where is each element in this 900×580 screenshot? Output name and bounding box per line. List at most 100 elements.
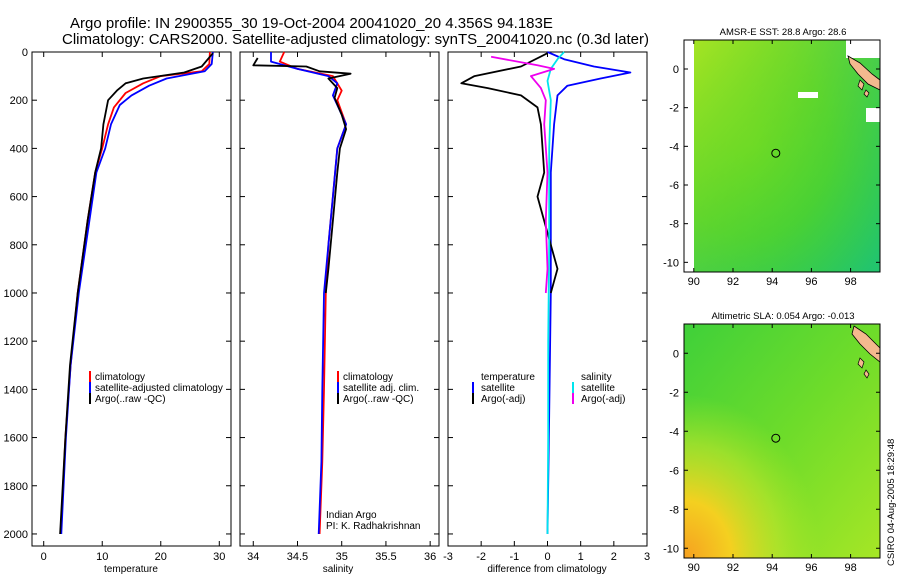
x-tick-label: 10 <box>96 551 108 563</box>
map-y-tick-label: -8 <box>669 504 679 516</box>
figure-title-line2: Climatology: CARS2000. Satellite-adjuste… <box>62 31 649 48</box>
sla-warm-overlay <box>684 324 880 558</box>
difference-lines <box>460 51 632 535</box>
salinity-panel: 34 34.5 35 35.5 36 salinity climatology sate… <box>239 51 440 575</box>
y-tick-label: 1400 <box>4 384 28 396</box>
map-y-tick-label: 0 <box>673 64 679 76</box>
map-y-tick-label: -8 <box>669 219 679 231</box>
sla-argo-marker <box>771 433 781 443</box>
map-y-tick-label: -10 <box>663 257 679 269</box>
map-x-tick-label: 92 <box>727 562 739 574</box>
temperature-axis-label: temperature <box>104 564 158 575</box>
sst-gap-3 <box>846 40 880 58</box>
pi-annotation-line1: Indian Argo <box>326 510 377 521</box>
sla-land-island2 <box>863 369 870 379</box>
pi-annotation-line2: PI: K. Radhakrishnan <box>326 521 421 532</box>
legend-temperature-title: temperature <box>481 372 535 383</box>
temperature-x-ticks: 0 10 20 30 <box>41 52 225 563</box>
temperature-lines <box>59 51 214 535</box>
difference-x-ticks: -3 -2 -1 0 1 2 3 <box>443 52 650 563</box>
x-tick-label: 36 <box>424 551 436 563</box>
sst-land-island <box>857 79 865 91</box>
map-x-tick-label: 98 <box>844 562 856 574</box>
temperature-plot-frame <box>31 51 232 547</box>
series-line <box>546 51 632 535</box>
series-line <box>546 51 565 535</box>
map-x-tick-label: 94 <box>766 276 778 288</box>
salinity-plot-frame <box>239 51 440 547</box>
sst-white-band <box>684 40 694 272</box>
difference-axis-label: difference from climatology <box>487 564 606 575</box>
sla-map-panel: Altimetric SLA: 0.054 Argo: -0.013 90 92 9… <box>663 311 881 574</box>
map-y-tick-label: -2 <box>669 387 679 399</box>
series-line <box>460 52 559 294</box>
legend-argo: Argo(..raw -QC) <box>95 394 166 405</box>
figure-title-line1: Argo profile: IN 2900355_30 19-Oct-2004 … <box>70 15 553 32</box>
salinity-x-ticks: 34 34.5 35 35.5 36 <box>247 52 436 563</box>
difference-legend: temperature satellite Argo(-adj) salinit… <box>472 372 625 405</box>
x-tick-label: 0 <box>41 551 47 563</box>
x-tick-label: 0 <box>544 551 550 563</box>
x-tick-label: 35.5 <box>375 551 396 563</box>
x-tick-label: 20 <box>155 551 167 563</box>
legend-temp-satellite: satellite <box>481 383 515 394</box>
x-tick-label: 3 <box>644 551 650 563</box>
map-y-tick-label: -4 <box>669 141 679 153</box>
x-tick-label: 2 <box>611 551 617 563</box>
legend-sal-argo: Argo(..raw -QC) <box>343 394 414 405</box>
y-tick-label: 2000 <box>4 529 28 541</box>
sst-x-ticks: 90 92 94 96 98 <box>688 40 857 288</box>
x-tick-label: 1 <box>578 551 584 563</box>
salinity-y-ticks <box>240 51 439 535</box>
sst-warm-overlay <box>684 40 880 272</box>
legend-satellite-adjusted: satellite-adjusted climatology <box>95 383 223 394</box>
x-tick-label: 30 <box>213 551 225 563</box>
x-tick-label: 34 <box>247 551 259 563</box>
map-x-tick-label: 90 <box>688 276 700 288</box>
sla-map-title: Altimetric SLA: 0.054 Argo: -0.013 <box>711 311 854 322</box>
x-tick-label: -1 <box>509 551 519 563</box>
sla-x-ticks: 90 92 94 96 98 <box>688 324 857 574</box>
sst-argo-marker <box>771 148 781 158</box>
y-tick-label: 400 <box>10 143 28 155</box>
temperature-legend: climatology satellite-adjusted climatolo… <box>89 371 223 405</box>
sst-map-title: AMSR-E SST: 28.8 Argo: 28.6 <box>720 27 847 38</box>
sst-map-panel: AMSR-E SST: 28.8 Argo: 28.6 90 92 94 96 98 0… <box>663 27 881 288</box>
map-x-tick-label: 98 <box>844 276 856 288</box>
series-line <box>59 52 214 535</box>
y-tick-label: 1800 <box>4 481 28 493</box>
sst-gap-1 <box>798 92 818 98</box>
map-x-tick-label: 90 <box>688 562 700 574</box>
series-line <box>278 51 348 535</box>
map-x-tick-label: 96 <box>805 276 817 288</box>
legend-sal-climatology: climatology <box>343 372 393 383</box>
x-tick-label: -3 <box>443 551 453 563</box>
map-x-tick-label: 92 <box>727 276 739 288</box>
series-line <box>60 51 214 535</box>
legend-sal-satellite: satellite adj. clim. <box>343 383 419 394</box>
legend-salinity-title: salinity <box>581 372 612 383</box>
temperature-panel: 0 10 20 30 0 200 400 600 800 1000 1200 1400 1600 180… <box>4 47 232 575</box>
y-tick-label: 1000 <box>4 288 28 300</box>
map-x-tick-label: 96 <box>805 562 817 574</box>
map-y-tick-label: -10 <box>663 543 679 555</box>
difference-y-ticks <box>448 51 647 535</box>
y-tick-label: 600 <box>10 192 28 204</box>
sst-land-island2 <box>863 89 870 98</box>
map-x-tick-label: 94 <box>766 562 778 574</box>
salinity-legend: climatology satellite adj. clim. Argo(..… <box>337 371 419 405</box>
map-y-tick-label: 0 <box>673 348 679 360</box>
salinity-lines <box>252 51 352 535</box>
map-y-tick-label: -6 <box>669 180 679 192</box>
y-tick-label: 1200 <box>4 336 28 348</box>
series-line <box>59 51 211 535</box>
sla-y-ticks: 0 -2 -4 -6 -8 -10 <box>663 348 880 555</box>
sst-y-ticks: 0 -2 -4 -6 -8 -10 <box>663 64 880 269</box>
temperature-y-ticks: 0 200 400 600 800 1000 1200 1400 1600 1800 2000 <box>4 47 231 541</box>
x-tick-label: -2 <box>476 551 486 563</box>
map-y-tick-label: -6 <box>669 465 679 477</box>
y-tick-label: 800 <box>10 240 28 252</box>
series-line <box>252 57 352 294</box>
series-line <box>490 55 555 294</box>
